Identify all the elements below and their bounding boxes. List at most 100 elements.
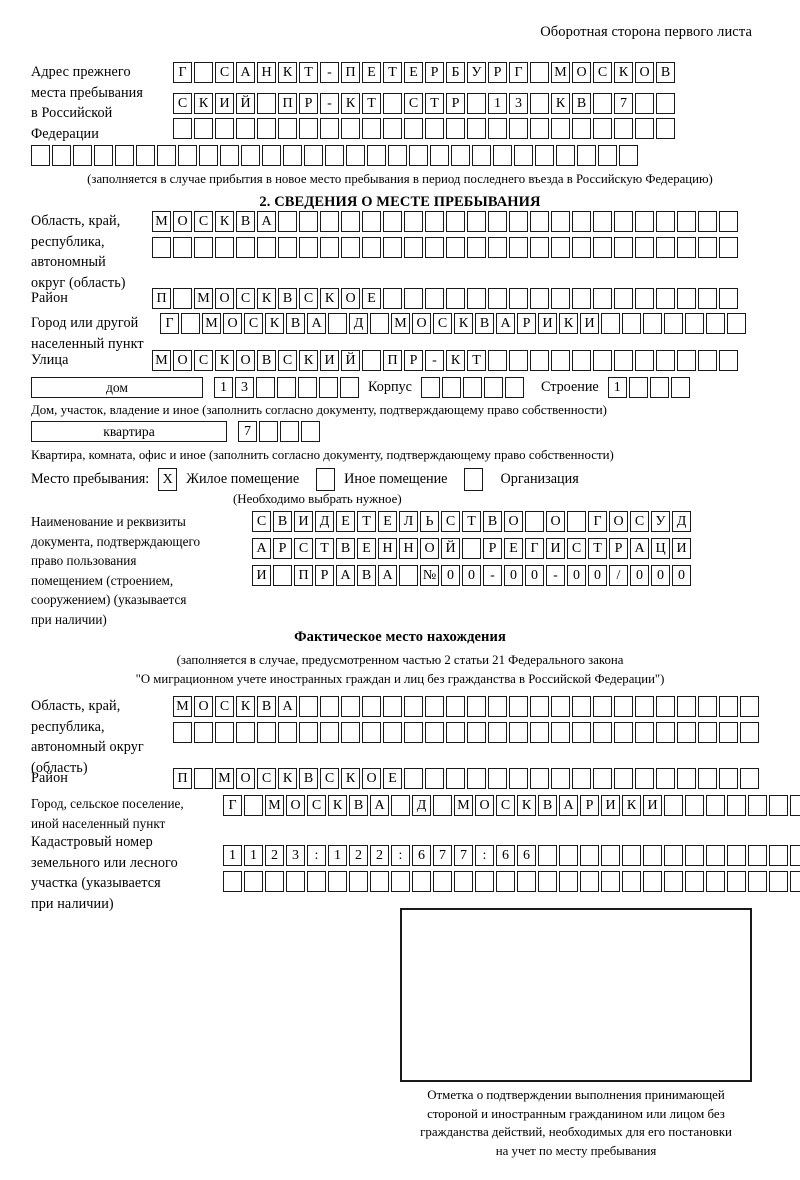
char-cell[interactable]: С: [433, 313, 452, 334]
char-cell[interactable]: [236, 722, 255, 743]
char-cell[interactable]: [601, 845, 620, 866]
char-cell[interactable]: 0: [525, 565, 544, 586]
char-cell[interactable]: [530, 350, 549, 371]
char-cell[interactable]: [194, 237, 213, 258]
char-cell[interactable]: 7: [433, 845, 452, 866]
char-cell[interactable]: [446, 237, 465, 258]
char-cell[interactable]: Д: [672, 511, 691, 532]
char-cell[interactable]: [488, 211, 507, 232]
char-cell[interactable]: П: [341, 62, 360, 83]
char-cell[interactable]: -: [425, 350, 444, 371]
char-cell[interactable]: [362, 350, 381, 371]
char-cell[interactable]: [727, 313, 746, 334]
char-cell[interactable]: [320, 696, 339, 717]
char-cell[interactable]: [677, 211, 696, 232]
char-cell[interactable]: [593, 118, 612, 139]
char-cell[interactable]: [593, 93, 612, 114]
char-cell[interactable]: [215, 118, 234, 139]
char-cell[interactable]: [622, 871, 641, 892]
checkbox-other-premises[interactable]: [316, 468, 336, 491]
char-cell[interactable]: [509, 696, 528, 717]
char-cell[interactable]: [664, 871, 683, 892]
char-cell[interactable]: Й: [441, 538, 460, 559]
char-cell[interactable]: [719, 768, 738, 789]
actual-region-row-2[interactable]: [173, 722, 759, 743]
char-cell[interactable]: [341, 237, 360, 258]
char-cell[interactable]: И: [215, 93, 234, 114]
char-cell[interactable]: [383, 211, 402, 232]
char-cell[interactable]: [298, 377, 317, 398]
char-cell[interactable]: [509, 118, 528, 139]
char-cell[interactable]: [370, 871, 389, 892]
char-cell[interactable]: [748, 871, 767, 892]
char-cell[interactable]: В: [538, 795, 557, 816]
char-cell[interactable]: Е: [378, 511, 397, 532]
char-cell[interactable]: 0: [630, 565, 649, 586]
char-cell[interactable]: М: [194, 288, 213, 309]
char-cell[interactable]: [719, 211, 738, 232]
char-cell[interactable]: [433, 795, 452, 816]
char-cell[interactable]: [580, 871, 599, 892]
char-cell[interactable]: [656, 237, 675, 258]
char-cell[interactable]: М: [173, 696, 192, 717]
char-cell[interactable]: Т: [357, 511, 376, 532]
char-cell[interactable]: [509, 768, 528, 789]
char-cell[interactable]: [367, 145, 386, 166]
char-cell[interactable]: 1: [214, 377, 233, 398]
char-cell[interactable]: Й: [341, 350, 360, 371]
char-cell[interactable]: [698, 350, 717, 371]
char-cell[interactable]: К: [559, 313, 578, 334]
char-cell[interactable]: [656, 118, 675, 139]
stay-type-row[interactable]: Место пребывания: X Жилое помещение Иное…: [31, 468, 579, 491]
char-cell[interactable]: [404, 211, 423, 232]
char-cell[interactable]: [220, 145, 239, 166]
char-cell[interactable]: [488, 288, 507, 309]
char-cell[interactable]: Г: [588, 511, 607, 532]
char-cell[interactable]: Т: [425, 93, 444, 114]
char-cell[interactable]: С: [194, 211, 213, 232]
char-cell[interactable]: [349, 871, 368, 892]
char-cell[interactable]: [404, 118, 423, 139]
char-cell[interactable]: [698, 237, 717, 258]
char-cell[interactable]: [572, 118, 591, 139]
char-cell[interactable]: [383, 722, 402, 743]
char-cell[interactable]: [257, 237, 276, 258]
char-cell[interactable]: [572, 288, 591, 309]
char-cell[interactable]: [319, 377, 338, 398]
char-cell[interactable]: С: [194, 350, 213, 371]
char-cell[interactable]: [362, 211, 381, 232]
char-cell[interactable]: В: [299, 768, 318, 789]
char-cell[interactable]: [488, 722, 507, 743]
char-cell[interactable]: [656, 350, 675, 371]
char-cell[interactable]: -: [320, 62, 339, 83]
char-cell[interactable]: [404, 288, 423, 309]
char-cell[interactable]: Г: [173, 62, 192, 83]
char-cell[interactable]: [341, 211, 360, 232]
char-cell[interactable]: [677, 696, 696, 717]
char-cell[interactable]: [493, 145, 512, 166]
char-cell[interactable]: 0: [588, 565, 607, 586]
char-cell[interactable]: Т: [462, 511, 481, 532]
char-cell[interactable]: В: [349, 795, 368, 816]
char-cell[interactable]: [551, 118, 570, 139]
char-cell[interactable]: [399, 565, 418, 586]
char-cell[interactable]: В: [286, 313, 305, 334]
char-cell[interactable]: [483, 377, 503, 398]
cadastral-row-2[interactable]: [223, 871, 800, 892]
char-cell[interactable]: [530, 696, 549, 717]
char-cell[interactable]: [391, 795, 410, 816]
char-cell[interactable]: С: [496, 795, 515, 816]
char-cell[interactable]: [425, 288, 444, 309]
char-cell[interactable]: И: [601, 795, 620, 816]
char-cell[interactable]: [273, 565, 292, 586]
char-cell[interactable]: В: [475, 313, 494, 334]
char-cell[interactable]: [409, 145, 428, 166]
char-cell[interactable]: М: [152, 211, 171, 232]
char-cell[interactable]: [643, 313, 662, 334]
char-cell[interactable]: :: [391, 845, 410, 866]
char-cell[interactable]: [236, 118, 255, 139]
char-cell[interactable]: С: [307, 795, 326, 816]
